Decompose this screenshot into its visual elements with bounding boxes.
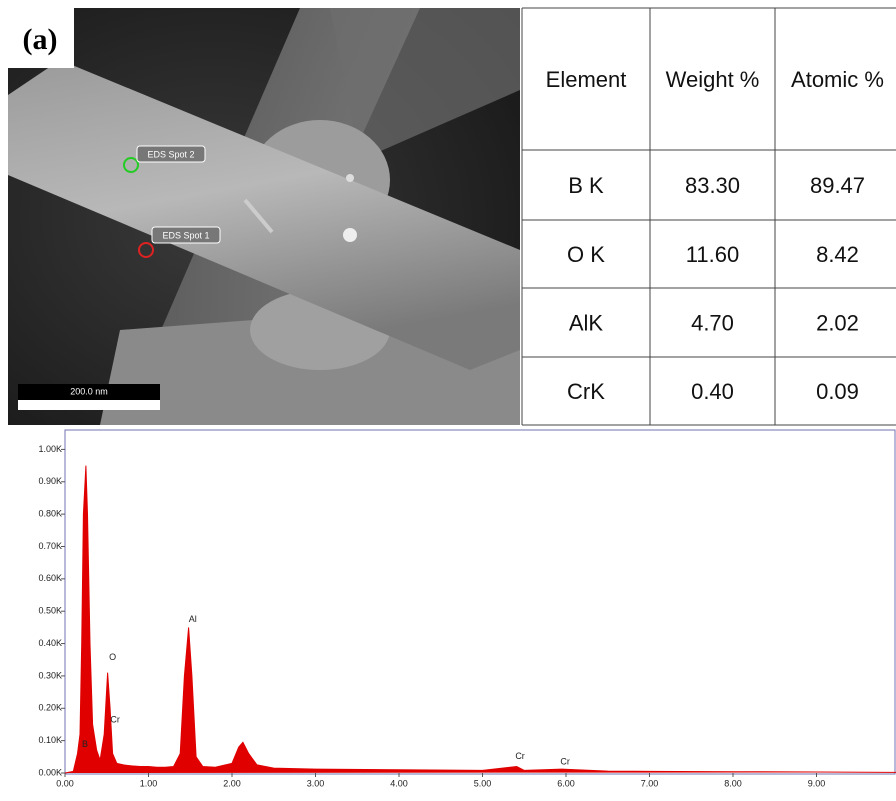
table-cell: 0.09: [816, 379, 859, 404]
y-tick-label: 0.40K: [38, 638, 62, 648]
y-tick-label: 0.60K: [38, 573, 62, 583]
y-tick-label: 0.80K: [38, 509, 62, 519]
x-tick-label: 5.00: [474, 778, 492, 788]
spot-label: EDS Spot 2: [147, 149, 194, 159]
peak-label: Cr: [515, 751, 525, 761]
table: Element Weight % Atomic % B K 83.30 89.47 O K 1…: [522, 8, 896, 425]
peak-label: Cr: [560, 756, 570, 766]
table-header: Element: [546, 67, 627, 92]
panel-label: (a): [23, 23, 58, 56]
table-cell: 8.42: [816, 242, 859, 267]
table-cell: 0.40: [691, 379, 734, 404]
peak-label: Cr: [110, 714, 120, 724]
table-cell: 4.70: [691, 310, 734, 335]
peak-label: Al: [189, 614, 197, 624]
x-tick-label: 6.00: [557, 778, 575, 788]
table-cell: 89.47: [810, 173, 865, 198]
table-cell: 83.30: [685, 173, 740, 198]
table-header: Weight %: [666, 67, 760, 92]
x-tick-label: 9.00: [808, 778, 826, 788]
y-tick-label: 0.20K: [38, 703, 62, 713]
page: (a) EDS Spot 2 EDS Spot 1 200.0 nm Eleme…: [0, 0, 896, 801]
table-cell: AlK: [569, 310, 604, 335]
x-tick-label: 4.00: [390, 778, 408, 788]
y-tick-label: 0.70K: [38, 541, 62, 551]
spectrum-chart: 0.00K 0.10K 0.20K 0.30K 0.40K 0.50K 0.60K 0.70K…: [38, 430, 896, 788]
table-header: Atomic %: [791, 67, 884, 92]
peak-label: O: [109, 652, 116, 662]
spot-label: EDS Spot 1: [162, 230, 209, 240]
x-tick-label: 2.00: [223, 778, 241, 788]
x-tick-label: 8.00: [724, 778, 742, 788]
y-tick-label: 0.10K: [38, 735, 62, 745]
table-cell: B K: [568, 173, 604, 198]
x-tick-label: 7.00: [641, 778, 659, 788]
table-cell: O K: [567, 242, 605, 267]
scale-bar-label: 200.0 nm: [70, 386, 108, 396]
figure: (a) EDS Spot 2 EDS Spot 1 200.0 nm Eleme…: [0, 0, 896, 801]
peak-label: B: [82, 739, 88, 749]
table-cell: 2.02: [816, 310, 859, 335]
table-cell: CrK: [567, 379, 605, 404]
sem-image: (a) EDS Spot 2 EDS Spot 1 200.0 nm: [8, 8, 520, 425]
x-tick-label: 3.00: [307, 778, 325, 788]
table-cell: 11.60: [686, 242, 739, 267]
x-tick-label: 1.00: [140, 778, 158, 788]
y-tick-label: 1.00K: [38, 444, 62, 454]
y-tick-label: 0.50K: [38, 606, 62, 616]
y-tick-label: 0.90K: [38, 476, 62, 486]
x-tick-label: 0.00: [56, 778, 74, 788]
y-tick-label: 0.00K: [38, 767, 62, 777]
y-tick-label: 0.30K: [38, 670, 62, 680]
